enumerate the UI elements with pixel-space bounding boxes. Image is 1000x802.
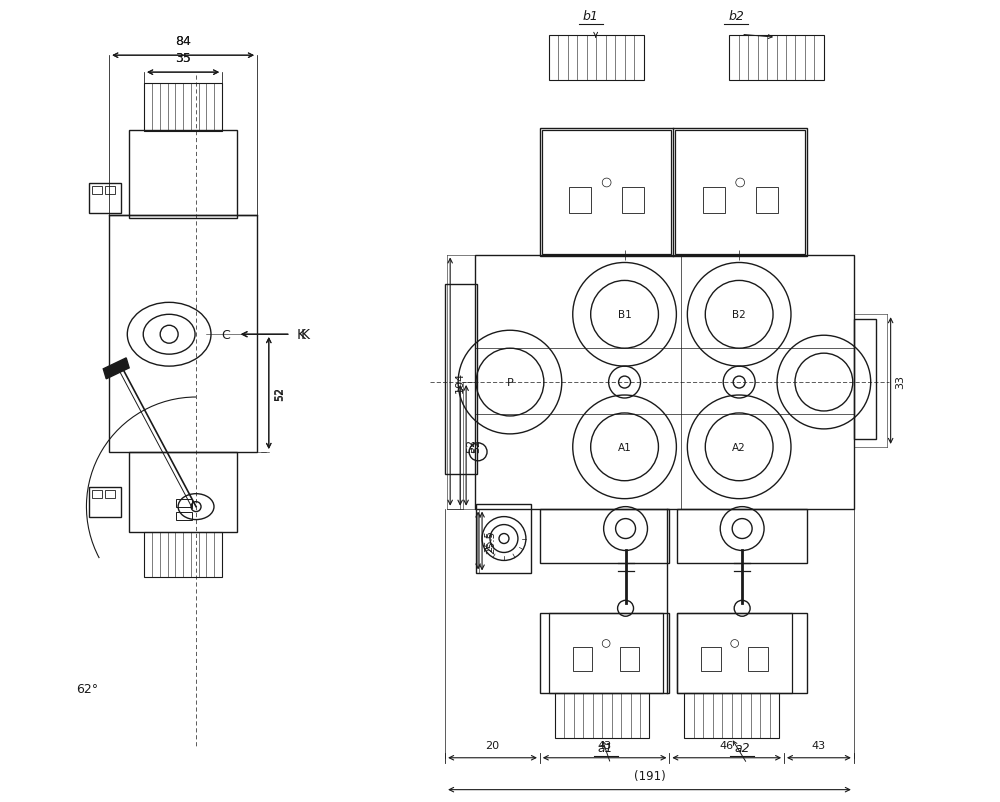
- Text: 35: 35: [175, 52, 191, 65]
- Bar: [677, 509, 807, 564]
- Bar: [129, 452, 237, 532]
- Text: P: P: [507, 378, 513, 387]
- Text: 43: 43: [812, 740, 826, 750]
- Text: C: C: [221, 328, 230, 342]
- Text: (191): (191): [634, 769, 665, 782]
- Bar: [105, 187, 115, 194]
- Text: 52: 52: [466, 439, 476, 453]
- Bar: [854, 320, 876, 439]
- Text: K: K: [297, 328, 306, 342]
- Bar: [144, 532, 222, 577]
- Bar: [675, 131, 805, 254]
- Bar: [109, 216, 257, 452]
- Bar: [540, 614, 669, 693]
- Text: 52: 52: [274, 387, 284, 400]
- Bar: [573, 647, 592, 671]
- Text: 25.5: 25.5: [486, 530, 496, 553]
- Bar: [622, 188, 644, 214]
- Text: 84: 84: [175, 35, 191, 48]
- Text: 46: 46: [720, 740, 734, 750]
- Bar: [756, 188, 778, 214]
- Text: b1: b1: [583, 10, 599, 23]
- Bar: [92, 490, 102, 498]
- Text: A1: A1: [618, 442, 631, 452]
- Text: 35: 35: [175, 52, 191, 65]
- Bar: [92, 187, 102, 194]
- Polygon shape: [103, 358, 129, 379]
- Bar: [475, 255, 854, 509]
- Text: a1: a1: [598, 741, 613, 754]
- Text: 52: 52: [471, 439, 481, 453]
- Text: 43: 43: [598, 740, 612, 750]
- Text: 84: 84: [175, 35, 191, 48]
- Bar: [129, 131, 237, 218]
- Text: 33: 33: [896, 374, 906, 388]
- Bar: [540, 129, 807, 256]
- Bar: [684, 693, 779, 738]
- Bar: [569, 188, 591, 214]
- Bar: [620, 647, 639, 671]
- Bar: [729, 36, 824, 81]
- Bar: [89, 184, 121, 213]
- Bar: [677, 614, 807, 693]
- Text: a2: a2: [734, 741, 750, 754]
- Bar: [748, 647, 768, 671]
- Text: 52: 52: [275, 387, 285, 400]
- Bar: [542, 131, 671, 254]
- Text: b2: b2: [728, 10, 744, 23]
- Bar: [703, 188, 725, 214]
- Bar: [677, 614, 792, 693]
- Text: A2: A2: [732, 442, 746, 452]
- Text: B2: B2: [732, 310, 746, 320]
- Bar: [549, 614, 663, 693]
- Bar: [176, 499, 192, 507]
- Bar: [144, 84, 222, 132]
- Text: 104: 104: [455, 371, 465, 393]
- Bar: [89, 487, 121, 517]
- Bar: [176, 512, 192, 520]
- Text: 62°: 62°: [76, 682, 99, 695]
- Text: 25.5: 25.5: [484, 530, 494, 552]
- Bar: [549, 36, 644, 81]
- Text: 20: 20: [485, 740, 500, 750]
- Text: K: K: [301, 328, 310, 342]
- Bar: [476, 504, 531, 573]
- Bar: [555, 693, 649, 738]
- Bar: [105, 490, 115, 498]
- Bar: [540, 509, 669, 564]
- Text: B1: B1: [618, 310, 631, 320]
- Bar: [701, 647, 721, 671]
- Bar: [445, 285, 477, 474]
